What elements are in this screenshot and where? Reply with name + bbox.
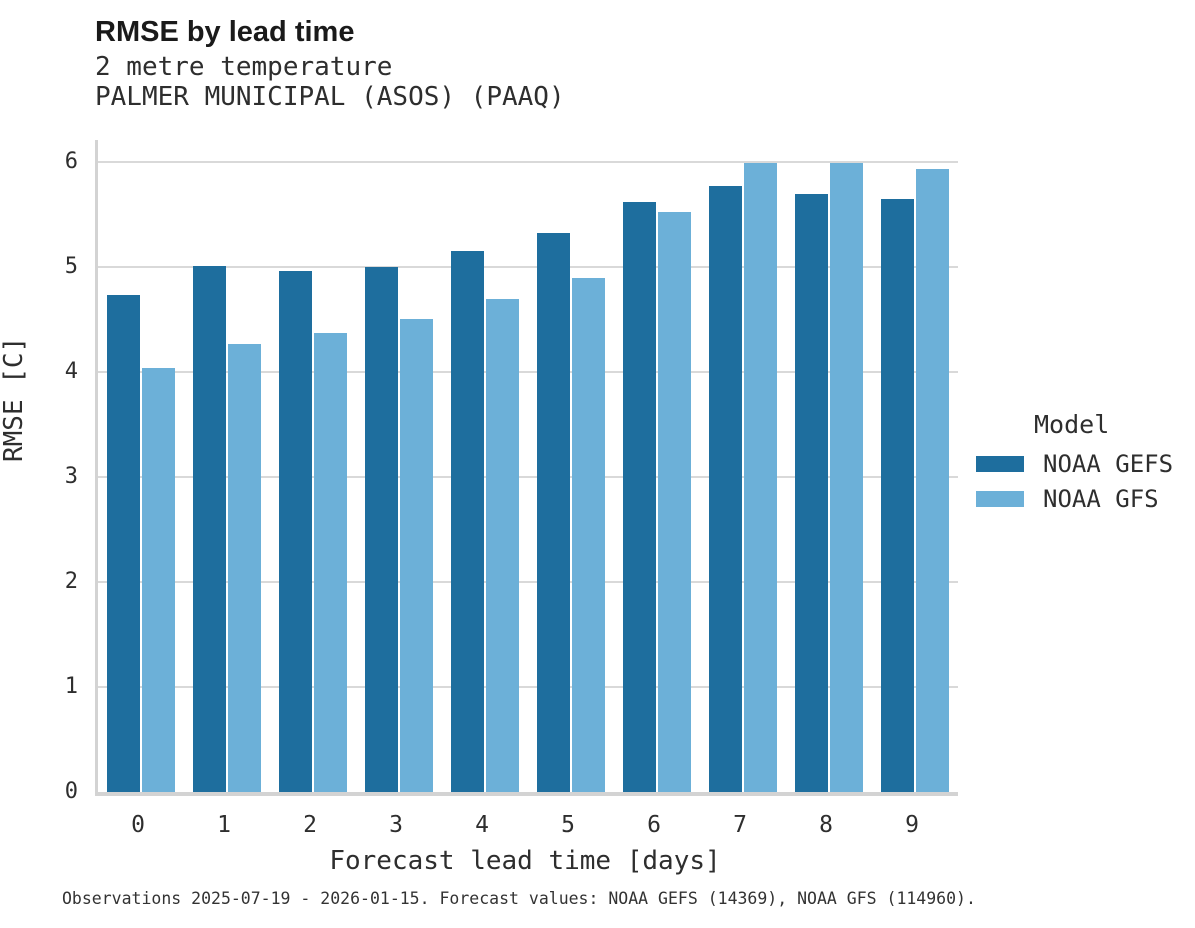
bar-noaa-gefs-lead5: [536, 233, 570, 792]
bar-group-9: [872, 140, 958, 792]
bar-group-2: [270, 140, 356, 792]
chart-subtitle-variable: 2 metre temperature: [95, 52, 393, 82]
y-tick-4: 4: [64, 359, 78, 385]
x-tick-3: 3: [389, 812, 403, 838]
y-axis-tick-labels: 0 1 2 3 4 5 6: [20, 140, 78, 804]
bar-noaa-gfs-lead2: [314, 333, 348, 792]
x-tick-2: 2: [303, 812, 317, 838]
legend: Model NOAA GEFS NOAA GFS: [976, 410, 1191, 521]
bar-noaa-gefs-lead7: [708, 186, 742, 792]
x-tick-5: 5: [561, 812, 575, 838]
bar-group-8: [786, 140, 872, 792]
x-axis-title: Forecast lead time [days]: [329, 846, 721, 876]
x-tick-7: 7: [733, 812, 747, 838]
bar-group-7: [700, 140, 786, 792]
legend-swatch-noaa-gfs: [976, 491, 1024, 507]
y-tick-6: 6: [64, 149, 78, 175]
bar-noaa-gfs-lead4: [486, 298, 520, 792]
x-tick-1: 1: [217, 812, 231, 838]
bar-noaa-gfs-lead7: [744, 163, 778, 792]
gridline-y2: [98, 581, 958, 584]
caption: Observations 2025-07-19 - 2026-01-15. Fo…: [62, 889, 976, 908]
x-tick-0: 0: [131, 812, 145, 838]
y-tick-1: 1: [64, 674, 78, 700]
bar-group-0: [98, 140, 184, 792]
gridline-y1: [98, 686, 958, 689]
bar-noaa-gefs-lead6: [622, 201, 656, 792]
x-tick-4: 4: [475, 812, 489, 838]
gridline-y3: [98, 476, 958, 479]
bar-noaa-gefs-lead4: [450, 251, 484, 792]
legend-label-noaa-gefs: NOAA GEFS: [1043, 450, 1174, 478]
x-tick-8: 8: [819, 812, 833, 838]
legend-swatch-noaa-gefs: [976, 456, 1024, 472]
x-axis-tick-labels: 0 1 2 3 4 5 6 7 8 9: [95, 812, 955, 838]
bar-group-3: [356, 140, 442, 792]
gridline-y5: [98, 266, 958, 269]
bar-noaa-gfs-lead9: [916, 169, 950, 792]
bar-noaa-gfs-lead5: [572, 277, 606, 792]
y-tick-2: 2: [64, 569, 78, 595]
plot-area: [95, 140, 958, 796]
bar-noaa-gefs-lead2: [278, 271, 312, 792]
chart-title: RMSE by lead time: [95, 16, 355, 48]
bar-noaa-gefs-lead3: [364, 267, 398, 792]
bar-noaa-gefs-lead9: [880, 198, 914, 792]
y-tick-3: 3: [64, 464, 78, 490]
gridline-y6: [98, 161, 958, 164]
bar-group-5: [528, 140, 614, 792]
bar-noaa-gefs-lead8: [794, 193, 828, 792]
legend-label-noaa-gfs: NOAA GFS: [1043, 485, 1159, 513]
x-tick-9: 9: [905, 812, 919, 838]
chart-subtitle-station: PALMER MUNICIPAL (ASOS) (PAAQ): [95, 82, 565, 112]
x-tick-6: 6: [647, 812, 661, 838]
bar-noaa-gfs-lead0: [142, 367, 176, 792]
bar-noaa-gfs-lead3: [400, 318, 434, 792]
bar-group-4: [442, 140, 528, 792]
bar-noaa-gefs-lead1: [192, 266, 226, 792]
bar-group-1: [184, 140, 270, 792]
bar-series-container: [98, 140, 958, 792]
legend-item-noaa-gefs: NOAA GEFS: [976, 450, 1191, 478]
y-tick-5: 5: [64, 254, 78, 280]
legend-title: Model: [1034, 410, 1110, 439]
bar-noaa-gfs-lead6: [658, 212, 692, 792]
y-tick-0: 0: [64, 779, 78, 804]
gridlines: [98, 140, 958, 792]
gridline-y4: [98, 371, 958, 374]
bar-noaa-gfs-lead1: [228, 343, 262, 792]
legend-item-noaa-gfs: NOAA GFS: [976, 485, 1191, 513]
bar-noaa-gefs-lead0: [106, 295, 140, 792]
bar-noaa-gfs-lead8: [830, 163, 864, 792]
bar-group-6: [614, 140, 700, 792]
